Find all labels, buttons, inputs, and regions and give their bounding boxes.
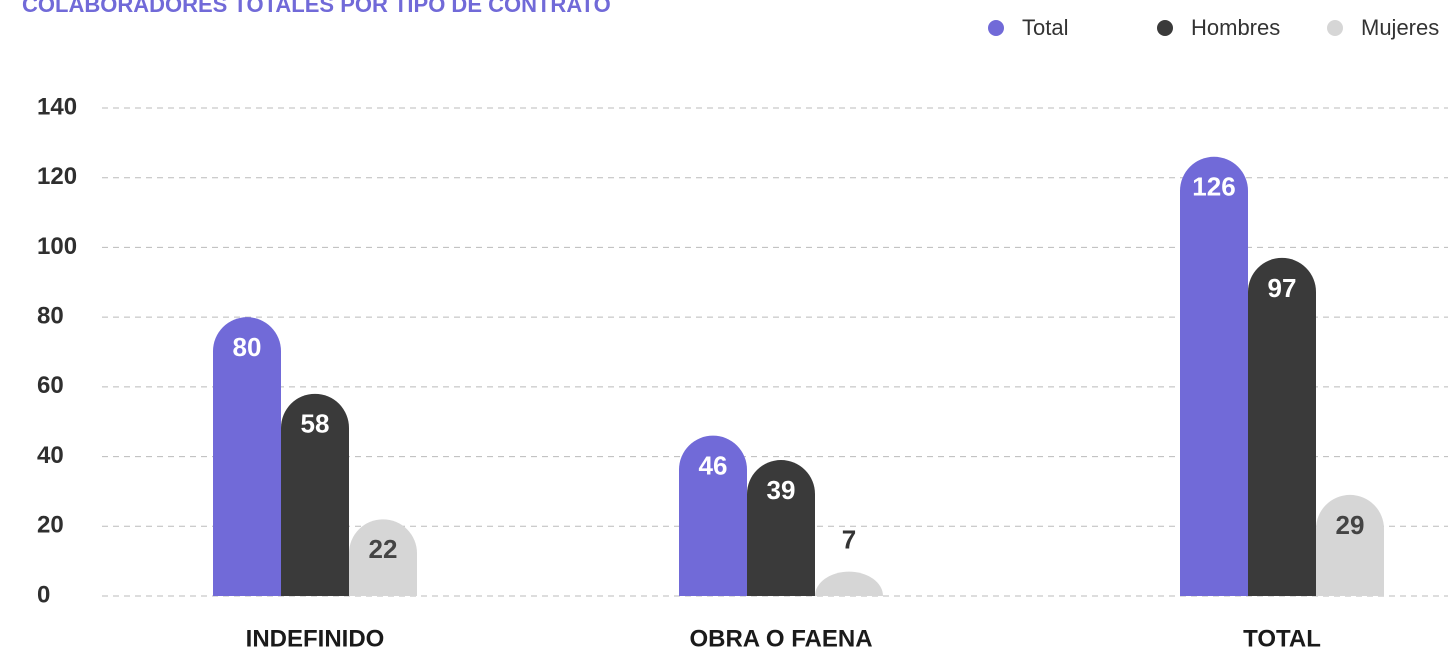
legend-marker: [1327, 20, 1343, 36]
legend-label: Mujeres: [1361, 15, 1439, 40]
legend-label: Total: [1022, 15, 1068, 40]
x-tick-label: OBRA O FAENA: [689, 625, 872, 652]
value-label: 29: [1336, 510, 1365, 540]
y-tick-label: 0: [37, 581, 50, 608]
value-label: 22: [369, 534, 398, 564]
value-label: 39: [767, 475, 796, 505]
bar: [747, 460, 815, 596]
y-tick-label: 140: [37, 93, 77, 120]
value-label: 7: [842, 524, 856, 554]
y-tick-label: 20: [37, 512, 64, 539]
bar: [281, 393, 349, 596]
x-tick-label: TOTAL: [1243, 625, 1321, 652]
bar: [679, 435, 747, 596]
chart-title: COLABORADORES TOTALES POR TIPO DE CONTRA…: [22, 0, 611, 17]
bar: [1180, 156, 1248, 597]
bar: [213, 317, 281, 596]
legend-marker: [988, 20, 1004, 36]
value-label: 58: [301, 409, 330, 439]
y-tick-label: 100: [37, 233, 77, 260]
legend-marker: [1157, 20, 1173, 36]
value-label: 80: [233, 332, 262, 362]
bar: [815, 571, 883, 596]
value-label: 46: [699, 451, 728, 481]
y-tick-label: 40: [37, 442, 64, 469]
legend-label: Hombres: [1191, 15, 1280, 40]
y-tick-label: 80: [37, 302, 64, 329]
y-tick-label: 120: [37, 163, 77, 190]
bar: [349, 519, 417, 596]
y-tick-label: 60: [37, 372, 64, 399]
x-tick-label: INDEFINIDO: [246, 625, 385, 652]
bar: [1316, 494, 1384, 596]
value-label: 126: [1192, 172, 1235, 202]
bar: [1248, 257, 1316, 596]
value-label: 97: [1268, 273, 1297, 303]
